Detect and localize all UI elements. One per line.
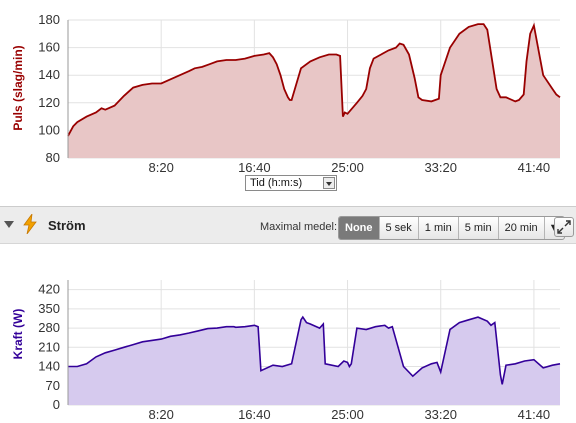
power-chart: 0 70 140 210 280 350 420 8:20 16:40 25:00 33:20 41…: [11, 280, 561, 422]
x-tick-label: 8:20: [149, 160, 174, 175]
y-tick-label: 180: [38, 12, 60, 27]
y-tick-label: 350: [38, 301, 60, 316]
heart-rate-y-label: Puls (slag/min): [11, 45, 25, 130]
collapse-caret-icon[interactable]: [4, 221, 14, 228]
y-tick-label: 0: [53, 397, 60, 412]
x-tick-label: 33:20: [424, 160, 457, 175]
y-tick-label: 100: [38, 122, 60, 137]
x-tick-label: 25:00: [331, 160, 364, 175]
y-tick-label: 80: [46, 150, 60, 165]
x-tick-label: 33:20: [424, 407, 457, 422]
x-tick-label: 25:00: [331, 407, 364, 422]
heart-rate-chart: 80 100 120 140 160 180 8:20 16:40 25:00 33:20 41:…: [11, 12, 561, 175]
y-tick-label: 210: [38, 339, 60, 354]
max-average-option-5-min[interactable]: 5 min: [459, 217, 499, 239]
max-average-selector: None 5 sek 1 min 5 min 20 min ▼: [338, 216, 565, 240]
max-average-option-20-min[interactable]: 20 min: [499, 217, 545, 239]
y-tick-label: 420: [38, 282, 60, 297]
x-tick-label: 8:20: [149, 407, 174, 422]
power-y-label: Kraft (W): [11, 309, 25, 360]
x-tick-label: 41:40: [518, 160, 551, 175]
heart-rate-line: [67, 22, 561, 137]
max-average-option-none[interactable]: None: [339, 217, 380, 239]
x-tick-label: 16:40: [238, 407, 271, 422]
y-tick-label: 140: [38, 67, 60, 82]
heart-rate-area: [68, 24, 560, 158]
y-tick-label: 140: [38, 359, 60, 374]
power-line: [68, 315, 561, 385]
x-unit-select-label: Tid (h:m:s): [250, 177, 303, 189]
y-tick-label: 160: [38, 40, 60, 55]
x-unit-select[interactable]: Tid (h:m:s): [245, 175, 337, 191]
power-area: [68, 317, 560, 405]
max-average-label: Maximal medel:: [260, 221, 338, 233]
y-tick-label: 280: [38, 320, 60, 335]
y-tick-label: 120: [38, 95, 60, 110]
x-tick-label: 16:40: [238, 160, 271, 175]
max-average-option-5-sek[interactable]: 5 sek: [380, 217, 419, 239]
y-tick-label: 70: [46, 378, 60, 393]
chevron-down-icon: [323, 177, 335, 189]
power-section-header: Ström Maximal medel: None 5 sek 1 min 5 …: [0, 206, 576, 244]
power-section-title: Ström: [48, 218, 86, 233]
x-tick-label: 41:40: [518, 407, 551, 422]
expand-icon[interactable]: [554, 217, 574, 237]
lightning-bolt-icon: [23, 214, 37, 234]
max-average-option-1-min[interactable]: 1 min: [419, 217, 459, 239]
